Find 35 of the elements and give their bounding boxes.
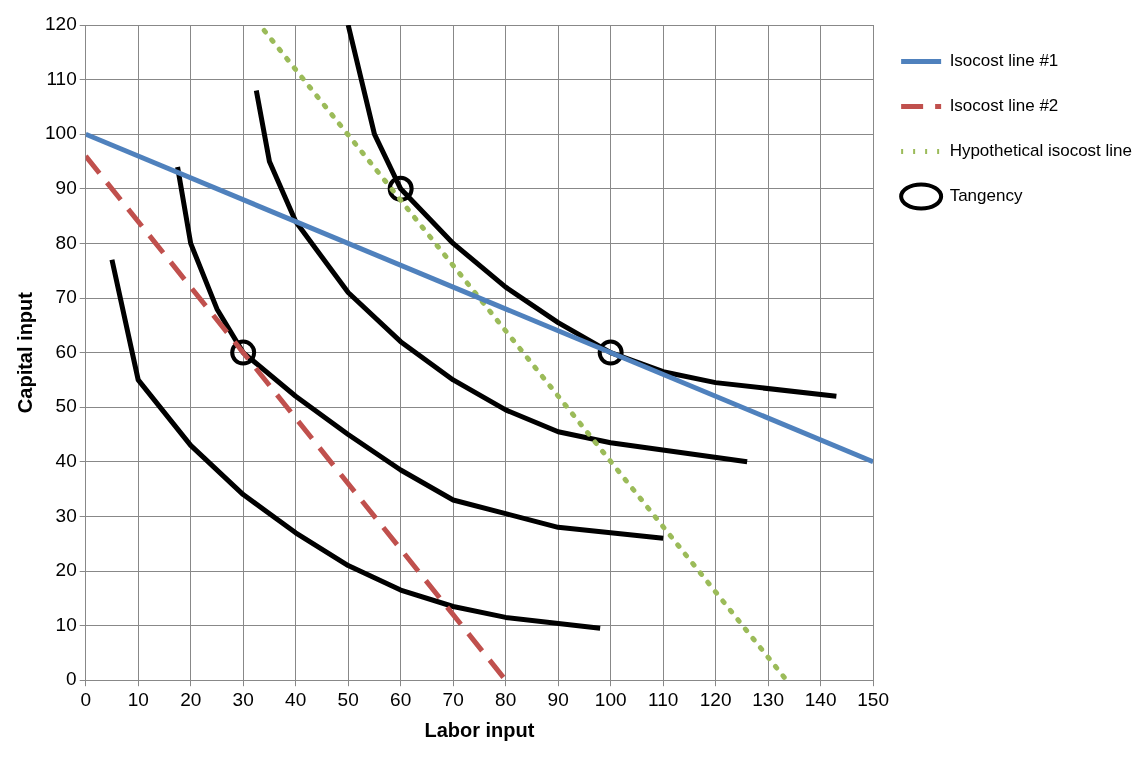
legend-label: Hypothetical isocost line bbox=[949, 141, 1133, 161]
x-tick-label: 140 bbox=[804, 688, 837, 710]
x-axis-title: Labor input bbox=[424, 718, 535, 741]
x-tick-label: 0 bbox=[80, 688, 91, 710]
y-tick-label: 80 bbox=[55, 231, 77, 253]
x-tick-label: 150 bbox=[857, 688, 889, 710]
x-tick-label: 80 bbox=[495, 688, 517, 710]
x-tick-label: 100 bbox=[594, 688, 627, 710]
legend-label: Isocost line #1 bbox=[949, 51, 1059, 71]
x-tick-label: 60 bbox=[390, 688, 412, 710]
y-tick-label: 30 bbox=[55, 504, 77, 526]
x-tick-label: 70 bbox=[442, 688, 464, 710]
y-tick-label: 40 bbox=[55, 450, 77, 472]
x-tick-label: 30 bbox=[232, 688, 254, 710]
x-tick-label: 20 bbox=[180, 688, 202, 710]
x-tick-label: 10 bbox=[127, 688, 149, 710]
y-axis-title: Capital input bbox=[13, 291, 36, 414]
y-tick-label: 90 bbox=[55, 177, 77, 199]
y-tick-label: 50 bbox=[55, 395, 77, 417]
y-tick-label: 20 bbox=[55, 559, 77, 581]
x-tick-label: 50 bbox=[337, 688, 359, 710]
y-tick-label: 10 bbox=[55, 613, 77, 635]
y-tick-label: 110 bbox=[46, 67, 77, 89]
x-tick-label: 40 bbox=[285, 688, 307, 710]
y-tick-label: 100 bbox=[45, 122, 77, 144]
x-tick-label: 90 bbox=[547, 688, 569, 710]
x-tick-label: 110 bbox=[648, 688, 679, 710]
legend-label: Isocost line #2 bbox=[949, 96, 1059, 116]
legend-label: Tangency bbox=[949, 186, 1023, 206]
y-tick-label: 70 bbox=[55, 286, 77, 308]
y-tick-label: 120 bbox=[45, 13, 77, 35]
y-tick-label: 60 bbox=[55, 340, 77, 362]
x-tick-label: 120 bbox=[699, 688, 732, 710]
y-tick-label: 0 bbox=[66, 668, 77, 690]
x-tick-label: 130 bbox=[752, 688, 784, 710]
